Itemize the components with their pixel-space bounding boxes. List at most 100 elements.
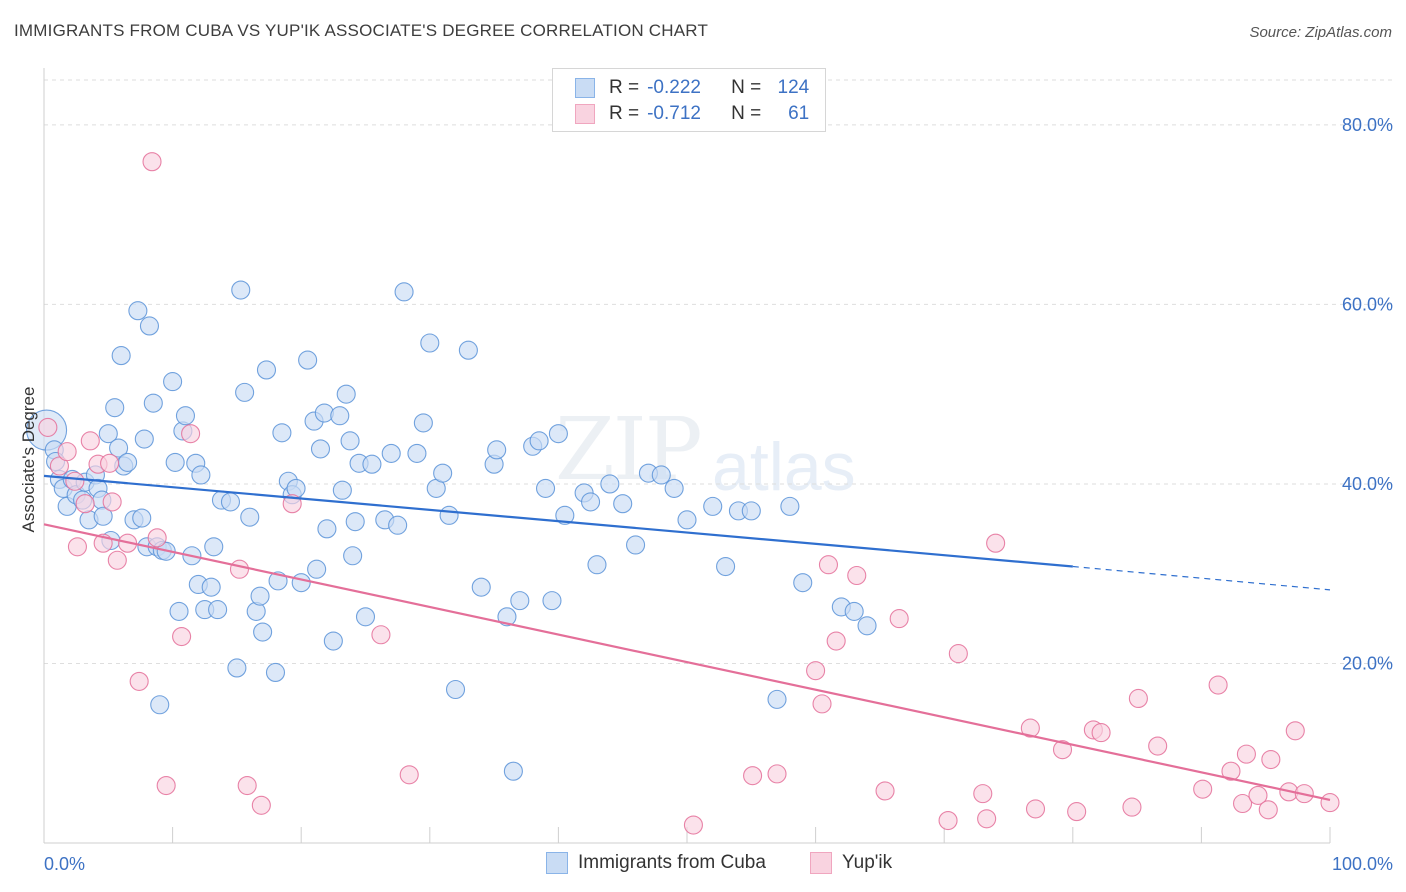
y-tick-label: 20.0% (1342, 653, 1393, 673)
data-point (307, 559, 327, 579)
data-point (231, 280, 251, 300)
data-point (1091, 723, 1111, 743)
data-point (381, 443, 401, 463)
data-point (542, 591, 562, 611)
data-point (143, 393, 163, 413)
data-point (458, 340, 478, 360)
data-point (394, 282, 414, 302)
data-point (250, 586, 270, 606)
data-point (948, 644, 968, 664)
data-point (399, 765, 419, 785)
data-point (1320, 793, 1340, 813)
data-point (93, 506, 113, 526)
data-point (420, 333, 440, 353)
watermark-atlas: atlas (712, 429, 856, 505)
legend-r-value: -0.712 (647, 103, 701, 124)
data-point (336, 384, 356, 404)
data-point (767, 764, 787, 784)
data-point (716, 556, 736, 577)
legend-r-value: -0.222 (647, 77, 701, 98)
series-1 (38, 152, 1340, 835)
data-point (986, 533, 1006, 553)
data-point (165, 452, 185, 472)
data-point (147, 528, 167, 548)
data-point (743, 766, 763, 786)
data-point (1052, 740, 1073, 760)
data-point (1221, 761, 1241, 781)
bottom-legend-label-cuba: Immigrants from Cuba (578, 852, 766, 873)
data-point (818, 555, 839, 575)
data-point (433, 463, 453, 483)
trend-lines (43, 474, 1331, 801)
y-tick-label: 60.0% (1342, 294, 1393, 314)
data-point (129, 671, 149, 691)
data-point (132, 508, 152, 528)
data-point (857, 616, 877, 636)
data-point (497, 607, 517, 627)
data-point (471, 577, 491, 597)
data-point (1148, 736, 1168, 756)
chart-title: IMMIGRANTS FROM CUBA VS YUP'IK ASSOCIATE… (14, 21, 709, 40)
data-point (362, 454, 382, 474)
data-point (793, 573, 813, 593)
legend-row-yupik: R = -0.712 N = 61 (575, 102, 809, 126)
data-point (142, 152, 162, 172)
data-point (229, 559, 250, 579)
data-point (1285, 721, 1305, 741)
bottom-legend-label-yupik: Yup'ik (842, 852, 893, 873)
data-point (1025, 799, 1046, 819)
data-point (487, 440, 507, 460)
data-point (580, 492, 601, 512)
data-point (826, 631, 846, 651)
data-point (977, 809, 997, 829)
data-point (445, 679, 466, 700)
data-point (371, 625, 391, 645)
data-point (388, 515, 408, 535)
data-point (208, 600, 228, 620)
data-point (683, 815, 703, 835)
data-point (875, 781, 895, 801)
data-point (889, 609, 909, 629)
legend-r-label: R = (609, 77, 640, 98)
y-axis-title: Associate's Degree (19, 387, 38, 533)
data-point (111, 346, 131, 366)
data-point (201, 577, 221, 597)
data-point (204, 537, 224, 557)
data-point (847, 565, 867, 586)
bottom-legend-swatch-yupik (810, 852, 832, 874)
x-tick-label-min: 0.0% (44, 854, 85, 874)
trend-line-0 (43, 474, 1073, 568)
data-point (118, 452, 138, 472)
data-point (703, 496, 723, 516)
data-point (555, 505, 575, 525)
data-point (345, 512, 365, 532)
data-point (407, 443, 427, 463)
data-point (172, 626, 192, 647)
data-point (340, 431, 360, 451)
data-point (139, 316, 160, 336)
data-point (237, 776, 257, 796)
data-point (587, 555, 607, 575)
tick-labels: 20.0% 40.0% 60.0% 80.0% 0.0% 100.0% Associate'… (19, 115, 1393, 874)
data-point (1236, 744, 1256, 764)
data-point (163, 372, 183, 392)
data-point (67, 537, 87, 557)
data-point (548, 424, 568, 444)
data-point (323, 631, 343, 651)
legend-row-cuba: R = -0.222 N = 124 (575, 76, 809, 100)
data-point (355, 607, 376, 627)
data-point (1261, 749, 1281, 770)
trend-line-extension-0 (1072, 565, 1331, 591)
y-tick-label: 80.0% (1342, 115, 1393, 135)
data-point (812, 694, 832, 714)
data-point (844, 601, 864, 621)
data-point (65, 471, 85, 491)
data-point (626, 535, 646, 555)
data-point (651, 465, 671, 485)
series-0 (26, 280, 877, 781)
legend-n-label: N = (731, 77, 762, 98)
data-point (105, 398, 125, 418)
data-point (291, 573, 311, 593)
data-points (26, 152, 1340, 835)
